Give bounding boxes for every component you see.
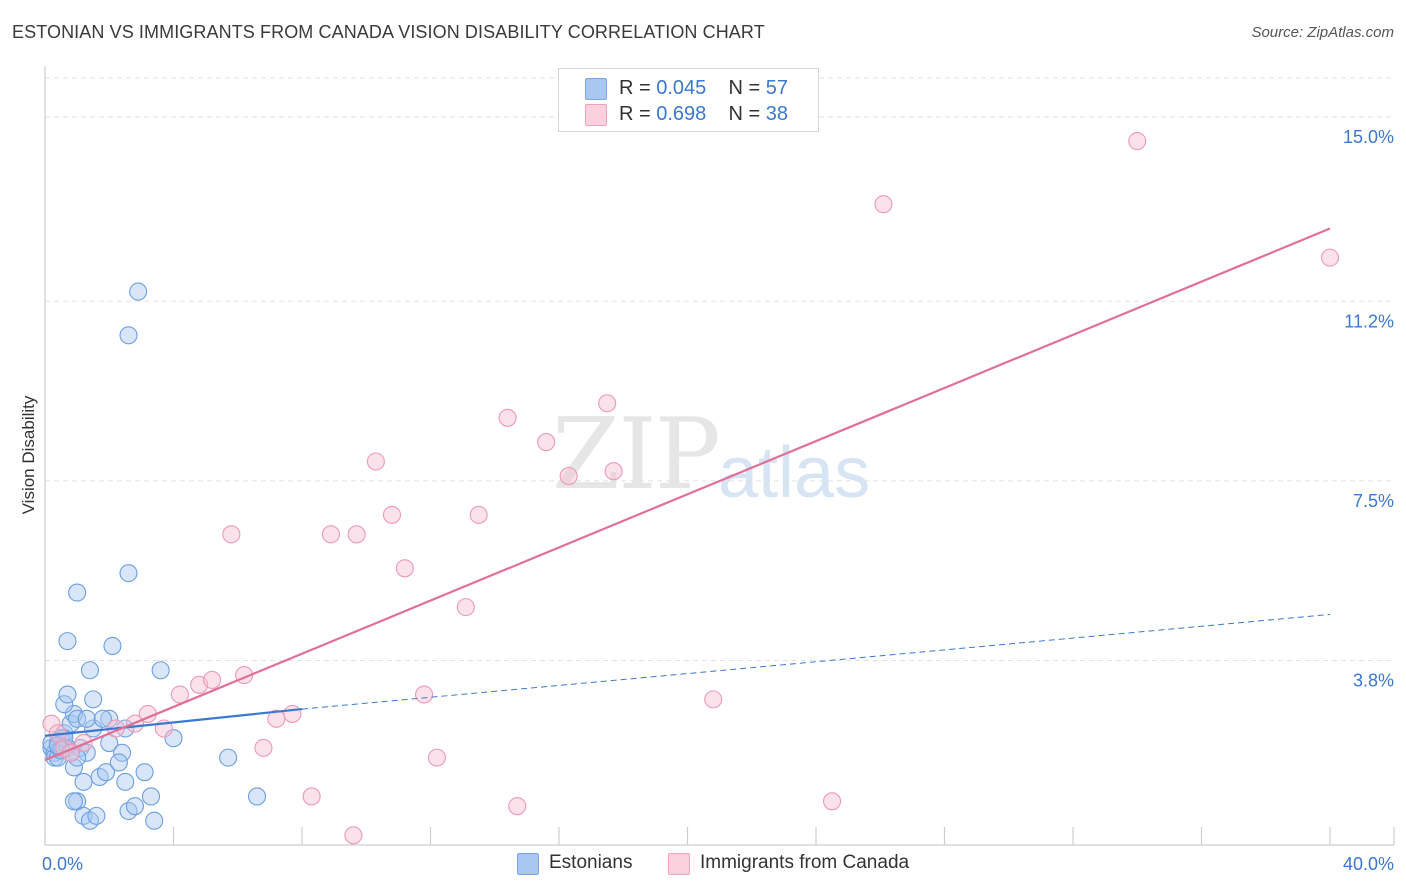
canada-point xyxy=(498,408,517,427)
estonian-point xyxy=(58,685,77,704)
estonian-point xyxy=(84,719,103,738)
canada-point xyxy=(395,559,414,578)
canada-point xyxy=(823,792,842,811)
canada-trend-line xyxy=(44,227,1331,762)
canada-point xyxy=(347,525,366,544)
legend-n-value: 38 xyxy=(765,103,789,125)
estonian-point xyxy=(151,661,170,680)
estonian-trend-line xyxy=(44,707,303,737)
correlation-legend: R = 0.045 N = 57 R = 0.698 N = 38 xyxy=(558,68,819,132)
legend-r-label: R = xyxy=(619,77,651,99)
canada-point xyxy=(203,670,222,689)
bottom-legend-estonians: Estonians xyxy=(517,852,677,876)
bottom-legend-label: Immigrants from Canada xyxy=(700,852,910,873)
estonian-point xyxy=(68,709,87,728)
canada-point xyxy=(42,714,61,733)
estonian-trend-dashed xyxy=(301,613,1331,710)
estonian-point xyxy=(84,690,103,709)
legend-r-value: 0.698 xyxy=(656,103,707,125)
estonian-point xyxy=(141,787,161,806)
estonian-point xyxy=(129,282,148,301)
estonian-point xyxy=(119,326,138,345)
y-tick-label: 11.2% xyxy=(1344,311,1394,331)
legend-n-label: N = xyxy=(728,77,761,99)
canada-point xyxy=(508,797,527,816)
y-tick-label: 3.8% xyxy=(1353,671,1394,691)
legend-r-value: 0.045 xyxy=(656,77,707,99)
canada-point xyxy=(874,195,893,214)
legend-r-label: R = xyxy=(619,103,651,125)
canada-point xyxy=(598,394,617,413)
estonian-point xyxy=(87,806,106,825)
canada-point xyxy=(1128,132,1147,151)
estonian-point xyxy=(64,792,83,811)
estonian-point xyxy=(116,772,135,791)
canada-point xyxy=(344,826,363,845)
estonian-point xyxy=(219,748,238,767)
estonian-point xyxy=(58,632,77,651)
canada-point xyxy=(456,598,475,617)
estonian-point xyxy=(247,787,267,806)
canada-point xyxy=(427,748,446,767)
estonian-point xyxy=(113,743,132,762)
estonian-point xyxy=(164,729,183,748)
legend-swatch-pink xyxy=(585,104,607,126)
estonian-point xyxy=(96,763,116,782)
chart-title: ESTONIAN VS IMMIGRANTS FROM CANADA VISIO… xyxy=(12,22,765,42)
bottom-legend-label: Estonians xyxy=(549,852,633,873)
estonian-point xyxy=(80,661,100,680)
canada-point xyxy=(382,505,402,524)
y-axis-label: Vision Disability xyxy=(19,395,38,515)
canada-point xyxy=(469,505,488,524)
canada-point xyxy=(537,433,556,452)
estonian-point xyxy=(55,695,74,714)
estonian-point xyxy=(145,811,164,830)
estonian-point xyxy=(77,709,96,728)
watermark-atlas: atlas xyxy=(718,433,871,513)
estonian-point xyxy=(64,758,83,777)
estonian-point xyxy=(125,797,144,816)
estonian-point xyxy=(77,743,96,762)
estonian-point xyxy=(100,709,119,728)
estonian-point xyxy=(103,636,122,656)
legend-n-label: N = xyxy=(728,103,761,125)
legend-n-value: 57 xyxy=(765,77,789,99)
canada-point xyxy=(559,467,578,486)
source-label: Source: ZipAtlas.com xyxy=(1251,24,1394,41)
estonian-point xyxy=(119,564,138,583)
estonian-point xyxy=(74,772,93,791)
y-tick-label: 7.5% xyxy=(1353,491,1394,511)
canada-point xyxy=(1320,248,1340,267)
x-tick-label: 40.0% xyxy=(1343,854,1394,874)
bottom-legend-canada: Immigrants from Canada xyxy=(668,852,968,876)
bottom-legend-swatch-blue xyxy=(517,853,539,875)
canada-point xyxy=(704,690,723,709)
estonian-point xyxy=(68,583,87,602)
x-tick-label: 0.0% xyxy=(42,854,83,874)
canada-point xyxy=(170,685,189,704)
canada-point xyxy=(415,685,434,704)
bottom-legend-swatch-pink xyxy=(668,853,690,875)
canada-point xyxy=(254,738,273,757)
legend-swatch-blue xyxy=(585,78,607,100)
canada-point xyxy=(222,525,241,544)
canada-point xyxy=(366,452,385,471)
y-tick-label: 15.0% xyxy=(1343,127,1394,147)
canada-point xyxy=(302,787,321,806)
estonian-point xyxy=(93,709,112,728)
canada-point xyxy=(604,462,623,481)
estonian-point xyxy=(109,753,128,772)
canada-point xyxy=(321,525,340,544)
canada-point xyxy=(283,704,302,723)
estonian-point xyxy=(135,763,154,782)
